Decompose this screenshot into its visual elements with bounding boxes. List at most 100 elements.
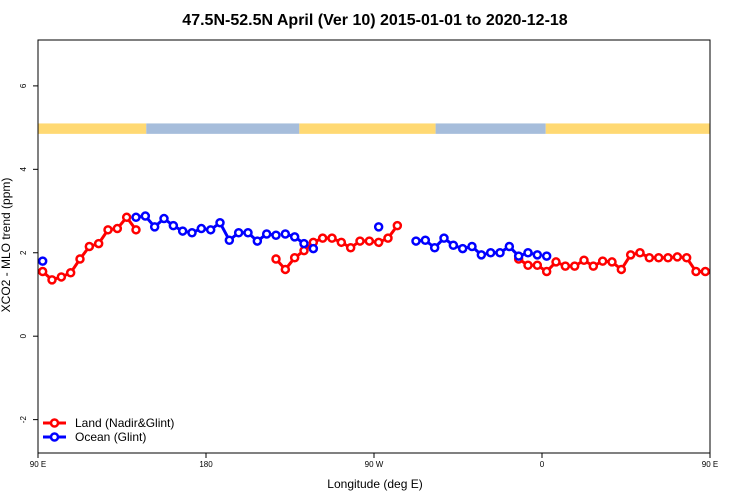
data-point	[280, 229, 291, 239]
data-point	[177, 226, 188, 236]
plot-series	[37, 211, 711, 285]
data-point	[579, 255, 589, 266]
y-tick-label: 6	[19, 83, 28, 88]
data-point	[625, 250, 636, 260]
data-point	[93, 238, 104, 249]
data-point	[364, 236, 375, 246]
data-point	[532, 260, 543, 271]
strip-segment-ocean	[435, 123, 546, 134]
data-point	[271, 254, 281, 264]
data-point	[131, 212, 141, 223]
data-point	[429, 243, 440, 253]
data-point	[569, 261, 580, 271]
data-point	[131, 225, 141, 235]
strip-segment-land	[299, 123, 436, 134]
y-axis: -2 0 2 4 6	[19, 83, 38, 423]
data-point	[187, 227, 197, 238]
data-point	[588, 261, 599, 271]
strip-segment-land	[545, 123, 710, 134]
data-point	[523, 260, 533, 271]
x-tick-label: 90 W	[365, 460, 384, 469]
y-tick-label: 0	[19, 333, 28, 338]
legend-marker	[49, 432, 60, 442]
data-point	[653, 253, 664, 263]
data-point	[439, 233, 449, 243]
legend: Land (Nadir&Glint)Ocean (Glint)	[43, 416, 174, 444]
data-point	[383, 233, 393, 243]
x-axis-label: Longitude (deg E)	[327, 477, 422, 491]
data-point	[541, 251, 552, 261]
data-point	[345, 243, 356, 253]
data-point	[532, 250, 543, 260]
series-ocean	[37, 211, 552, 266]
data-point	[168, 220, 179, 231]
data-point	[103, 225, 113, 235]
data-point	[392, 220, 403, 231]
data-point	[597, 256, 608, 266]
legend-label: Land (Nadir&Glint)	[75, 416, 174, 430]
data-point	[224, 235, 235, 245]
data-point	[635, 248, 645, 258]
data-point	[299, 238, 309, 249]
data-point	[681, 253, 692, 263]
y-tick-label: 4	[19, 167, 28, 172]
data-point	[243, 227, 253, 238]
strip-segment-land	[38, 123, 147, 134]
data-point	[84, 241, 95, 252]
data-point	[140, 211, 151, 221]
y-tick-label: -2	[19, 416, 28, 424]
surface-strip	[38, 123, 710, 134]
data-point	[495, 248, 505, 258]
data-point	[196, 223, 207, 234]
data-point	[289, 253, 300, 263]
data-point	[457, 243, 468, 254]
series-land	[37, 212, 711, 285]
data-point	[121, 212, 132, 223]
data-point	[159, 213, 169, 224]
data-point	[373, 237, 384, 248]
x-tick-label: 180	[199, 460, 213, 469]
data-point	[551, 257, 561, 267]
data-point	[280, 264, 291, 275]
data-point	[700, 266, 711, 277]
x-tick-label: 90 E	[702, 460, 718, 469]
data-point	[672, 252, 683, 262]
data-point	[271, 230, 281, 240]
data-point	[411, 236, 421, 246]
data-point	[663, 253, 673, 263]
data-point	[308, 243, 319, 254]
data-point	[513, 251, 524, 261]
data-point	[691, 266, 701, 277]
data-point	[616, 264, 627, 275]
data-point	[355, 236, 365, 246]
data-point	[541, 266, 552, 277]
data-point	[149, 222, 160, 232]
data-point	[47, 275, 57, 285]
data-point	[233, 227, 244, 238]
data-point	[65, 268, 76, 278]
data-point	[37, 266, 48, 277]
x-tick-label: 90 E	[30, 460, 46, 469]
data-point	[317, 233, 328, 243]
data-point	[644, 253, 655, 263]
x-tick-label: 0	[540, 460, 545, 469]
legend-marker	[49, 418, 60, 428]
data-point	[56, 272, 67, 282]
data-point	[607, 257, 617, 267]
data-point	[504, 241, 515, 252]
data-point	[112, 223, 123, 234]
data-point	[289, 232, 300, 242]
data-point	[215, 217, 225, 228]
y-tick-label: 2	[19, 250, 28, 255]
data-point	[467, 241, 477, 252]
data-point	[336, 237, 347, 248]
data-point	[485, 248, 496, 258]
plot-frame	[37, 39, 711, 454]
data-point	[560, 261, 571, 271]
legend-label: Ocean (Glint)	[75, 430, 146, 444]
data-point	[37, 256, 48, 266]
y-axis-label: XCO2 - MLO trend (ppm)	[0, 178, 13, 313]
data-point	[476, 250, 487, 260]
strip-segment-ocean	[146, 123, 300, 134]
